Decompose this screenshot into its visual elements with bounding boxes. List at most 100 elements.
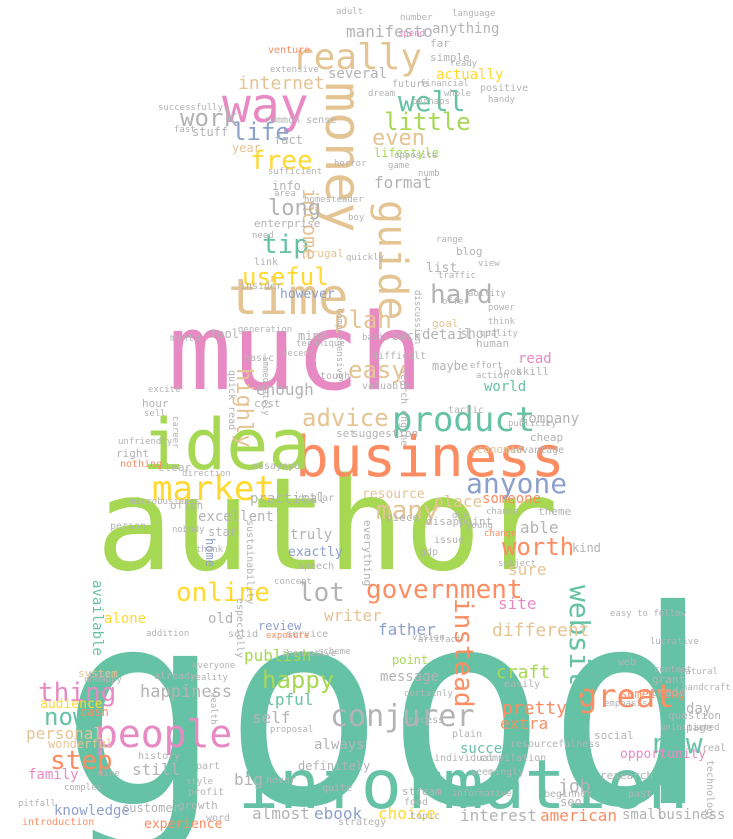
word-handcraft: handcraft	[682, 683, 731, 693]
word-chance: chance	[486, 507, 519, 517]
word-tactic: tactic	[448, 405, 485, 416]
word-cash: cash	[80, 705, 109, 719]
word-something: something	[620, 687, 686, 701]
word-handy: handy	[488, 95, 516, 105]
word-insider: insider	[240, 281, 283, 292]
word-view: view	[478, 259, 500, 269]
word-disappoint: disappoint	[426, 515, 493, 528]
word-small: small	[622, 807, 665, 823]
word-craft: craft	[496, 662, 551, 683]
word-worth: worth	[502, 533, 575, 561]
word-difficult: difficult	[372, 351, 427, 362]
word-year: year	[232, 141, 261, 155]
word-human: human	[476, 337, 510, 350]
word-experience: experience	[144, 817, 223, 832]
word-self: self	[252, 708, 291, 727]
word-artifact: artifact	[418, 635, 462, 645]
word-system: system	[78, 667, 118, 680]
word-idea: idea	[142, 404, 311, 486]
word-everything: everything	[361, 520, 374, 587]
word-info: info	[272, 179, 301, 193]
word-natural: natural	[680, 667, 718, 677]
word-happiness: happiness	[140, 682, 233, 702]
word-often: often	[170, 499, 204, 512]
word-time: time	[228, 268, 349, 326]
word-money: money	[314, 82, 372, 233]
word-maybe: maybe	[432, 359, 469, 373]
word-extensive: extensive	[270, 65, 319, 75]
word-game: game	[388, 161, 410, 171]
word-anything: anything	[432, 21, 500, 37]
word-wealth: wealth	[208, 692, 218, 725]
word-tough: tough	[320, 371, 351, 382]
word-life: life	[232, 118, 290, 146]
word-really: really	[292, 37, 423, 78]
word-guide: guide	[369, 200, 415, 321]
word-immediately: immediately	[260, 356, 270, 416]
word-star: star	[208, 525, 237, 539]
word-detail: detail	[422, 327, 473, 343]
word-emphasis: emphasis	[604, 699, 648, 709]
word-perhaps: perhaps	[412, 97, 450, 107]
word-actually: actually	[436, 67, 504, 83]
word-career: career	[170, 416, 180, 449]
word-nobody: nobody	[172, 525, 205, 535]
word-valuable: valuable	[362, 381, 411, 392]
word-opportunity: opportunity	[620, 747, 707, 762]
word-ready: ready	[450, 59, 478, 69]
word-income: income	[298, 188, 322, 261]
word-sure: sure	[508, 560, 547, 579]
word-quite: quite	[322, 783, 353, 794]
word-enough: enough	[256, 380, 314, 399]
word-economic: economic	[470, 443, 523, 456]
word-decent: decent	[282, 349, 315, 359]
word-able: able	[520, 518, 559, 537]
word-vision: vision	[412, 633, 445, 643]
word-everyone: everyone	[192, 661, 236, 671]
word-dollar: dollar	[298, 493, 335, 504]
word-however: however	[280, 287, 335, 302]
word-thing: thing	[38, 678, 117, 708]
word-trade: trade	[650, 685, 687, 699]
word-truly: truly	[290, 527, 333, 543]
word-suggestion: suggestion	[352, 427, 419, 440]
word-quick-read: quick read	[226, 370, 237, 431]
word-issue: issue	[434, 535, 465, 546]
word-spend: spend	[398, 29, 426, 39]
word-sufficient: sufficient	[268, 167, 323, 177]
word-family: family	[28, 767, 79, 783]
word-plan: plan	[334, 306, 392, 334]
word-topic: topic	[410, 811, 441, 822]
word-old: old	[208, 611, 234, 627]
word-range: range	[436, 235, 464, 245]
word-always: always	[314, 737, 365, 753]
word-technique: technique	[296, 339, 345, 349]
word-especially: especially	[234, 598, 245, 659]
word-site: site	[498, 594, 537, 613]
word-word: word	[206, 813, 231, 824]
word-ebook: ebook	[314, 804, 363, 823]
word-home: home	[203, 538, 217, 567]
word-ability: ability	[468, 289, 506, 299]
word-helpful: helpful	[246, 690, 314, 709]
word-practical: practical	[250, 491, 326, 507]
word-venture: venture	[268, 45, 311, 56]
word-due: due	[452, 511, 469, 521]
word-already: already	[154, 671, 197, 682]
word-message: message	[380, 669, 440, 685]
word-concept: concept	[274, 577, 312, 587]
word-customer: customer	[122, 801, 180, 815]
word-definitely: definitely	[298, 759, 371, 773]
word-resource: resource	[362, 487, 425, 502]
word-short: short	[460, 327, 500, 342]
word-business-small: business	[658, 807, 726, 823]
word-person: person	[110, 521, 147, 532]
word-government: government	[366, 575, 523, 605]
word-innovative: innovative	[282, 649, 337, 659]
word-introduction: introduction	[22, 817, 95, 828]
word-conjurer: conjurer	[330, 699, 475, 734]
word-sustainability: sustainability	[244, 520, 255, 605]
word-power: power	[488, 303, 516, 313]
word-horror: horror	[334, 159, 367, 169]
word-think: think	[488, 317, 516, 327]
